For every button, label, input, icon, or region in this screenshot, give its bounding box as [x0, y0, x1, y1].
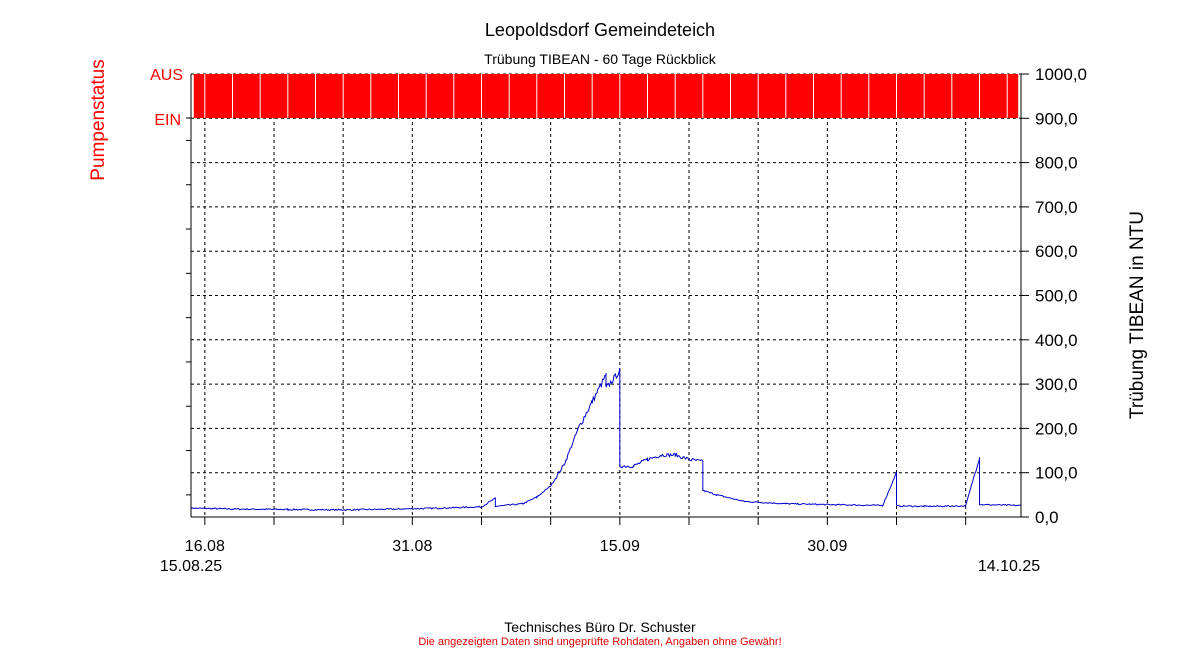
- y-tick-label-5: 500,0: [1035, 287, 1078, 306]
- y-tick-label-0: 0,0: [1035, 508, 1059, 527]
- y-tick-label-2: 200,0: [1035, 419, 1078, 438]
- pump-tick-ein: EIN: [154, 112, 181, 129]
- footer-disclaimer: Die angezeigten Daten sind ungeprüfte Ro…: [418, 636, 781, 648]
- y-tick-labels: 0,0 100,0 200,0 300,0 400,0 500,0 600,0 700,0 80…: [1035, 65, 1087, 527]
- pump-axis-label: Pumpenstatus: [88, 59, 109, 180]
- footer-company: Technisches Büro Dr. Schuster: [504, 619, 696, 635]
- y-tick-label-3: 300,0: [1035, 375, 1078, 394]
- x-tick-label-2: 15.09: [600, 538, 640, 555]
- pump-tick-aus: AUS: [150, 67, 183, 84]
- y-axis-label: Trübung TIBEAN in NTU: [1127, 211, 1148, 419]
- y-tick-label-10: 1000,0: [1035, 65, 1087, 84]
- x-end-label: 14.10.25: [978, 558, 1040, 575]
- y-tick-label-1: 100,0: [1035, 464, 1078, 483]
- pump-on-block-0: [193, 74, 1019, 118]
- pump-status-band: [193, 74, 1019, 118]
- x-tick-label-0: 16.08: [185, 538, 225, 555]
- chart-subtitle: Trübung TIBEAN - 60 Tage Rückblick: [484, 51, 717, 67]
- y-tick-label-4: 400,0: [1035, 331, 1078, 350]
- series-line-turbidity: [190, 367, 1022, 512]
- x-tick-label-3: 30.09: [807, 538, 847, 555]
- x-tick-label-1: 31.08: [392, 538, 432, 555]
- x-start-label: 15.08.25: [160, 558, 222, 575]
- y-tick-label-7: 700,0: [1035, 198, 1078, 217]
- y-tick-label-9: 900,0: [1035, 109, 1078, 128]
- x-tick-labels: 16.08 31.08 15.09 30.09 15.08.25 14.10.25: [160, 538, 1040, 575]
- y-tick-label-8: 800,0: [1035, 154, 1078, 173]
- y-tick-label-6: 600,0: [1035, 242, 1078, 261]
- chart-title: Leopoldsdorf Gemeindeteich: [485, 20, 715, 40]
- axes: [186, 73, 1029, 525]
- series-layer: [190, 367, 1022, 512]
